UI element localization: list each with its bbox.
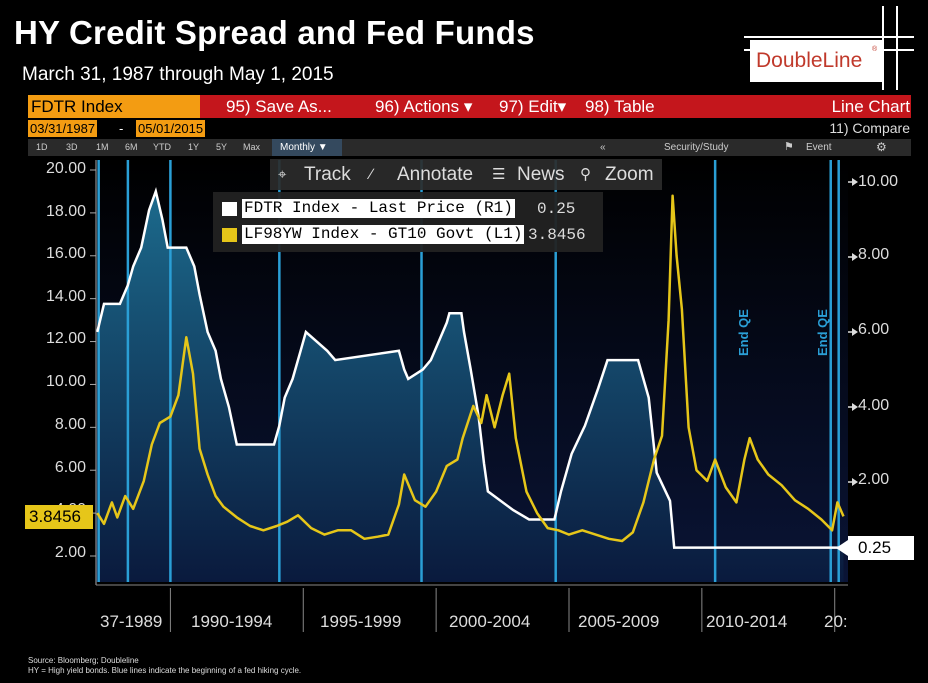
event-button[interactable]: Event bbox=[806, 142, 832, 153]
legend-swatch-hy bbox=[222, 228, 237, 242]
end-qe-label-2: End QE bbox=[815, 309, 830, 356]
source-footnote: Source: Bloomberg; Doubleline bbox=[28, 656, 139, 665]
x-tick-label: 1995-1999 bbox=[320, 612, 402, 631]
timeframe-6m[interactable]: 6M bbox=[125, 142, 138, 152]
edit-menu[interactable]: 97) Edit▾ bbox=[499, 97, 567, 116]
x-tick-label: 20: bbox=[824, 612, 848, 631]
timeframe-1y[interactable]: 1Y bbox=[188, 142, 200, 152]
logo-text: DoubleLine bbox=[756, 49, 863, 72]
timeframe-1m[interactable]: 1M bbox=[96, 142, 109, 152]
timeframe-3d[interactable]: 3D bbox=[66, 142, 78, 152]
settings-icon[interactable]: ⚙ bbox=[876, 140, 887, 154]
y-left-tick: 2.00 bbox=[54, 544, 86, 561]
fed-funds-area bbox=[97, 191, 844, 582]
end-qe-label-1: End QE bbox=[736, 309, 751, 356]
legend-value-fdtr: 0.25 bbox=[537, 200, 576, 218]
start-date-field[interactable]: 03/31/1987 bbox=[28, 120, 98, 137]
x-tick-label: 2000-2004 bbox=[449, 612, 531, 631]
timeframe-ytd[interactable]: YTD bbox=[153, 142, 171, 152]
y-right-tick: 2.00 bbox=[858, 471, 890, 488]
timeframe-bar bbox=[28, 139, 911, 156]
y-left-tick: 12.00 bbox=[45, 330, 86, 347]
y-left-tick: 18.00 bbox=[45, 203, 86, 220]
y-right-tick: 4.00 bbox=[858, 397, 890, 414]
y-left-tick: 16.00 bbox=[45, 245, 86, 262]
legend-value-hy: 3.8456 bbox=[528, 226, 586, 244]
x-tick-label: 37-1989 bbox=[100, 612, 163, 631]
legend-label-fdtr: FDTR Index - Last Price (R1) bbox=[242, 199, 515, 218]
legend-label-hy: LF98YW Index - GT10 Govt (L1) bbox=[242, 225, 525, 244]
logo-mark: ® bbox=[872, 46, 878, 53]
date-range-bar bbox=[28, 120, 911, 137]
y-left-tick: 10.00 bbox=[45, 373, 86, 390]
chart-type-label[interactable]: Line Chart bbox=[831, 97, 910, 116]
y-right-tick: 6.00 bbox=[858, 321, 890, 338]
y-left-tick: 20.00 bbox=[45, 160, 86, 177]
y-right-tick-arrow bbox=[852, 403, 858, 411]
collapse-icon[interactable]: « bbox=[600, 142, 606, 153]
zoom-icon[interactable]: ⚲ bbox=[580, 166, 591, 183]
y-right-tick: 10.00 bbox=[858, 173, 899, 190]
ticker-field[interactable]: FDTR Index bbox=[28, 95, 200, 118]
y-right-tick-arrow bbox=[852, 253, 858, 261]
timeframe-5y[interactable]: 5Y bbox=[216, 142, 228, 152]
compare-button[interactable]: 11) Compare bbox=[829, 120, 910, 136]
save-as-menu[interactable]: 95) Save As... bbox=[226, 97, 332, 116]
terminal-menu-bar bbox=[28, 95, 911, 118]
annotate-button[interactable]: Annotate bbox=[397, 164, 474, 185]
legend-swatch-fdtr bbox=[222, 202, 237, 216]
security-study-button[interactable]: Security/Study bbox=[664, 142, 729, 153]
date-separator: - bbox=[119, 121, 124, 136]
current-value-hy: 3.8456 bbox=[25, 505, 93, 529]
y-right-tick-arrow bbox=[852, 328, 858, 336]
flag-icon[interactable]: ⚑ bbox=[784, 141, 794, 153]
annotate-icon[interactable]: ∕ bbox=[370, 166, 373, 183]
zoom-button[interactable]: Zoom bbox=[605, 164, 654, 185]
timeframe-max[interactable]: Max bbox=[243, 142, 261, 152]
end-date-field[interactable]: 05/01/2015 bbox=[136, 120, 206, 137]
chart-title: HY Credit Spread and Fed Funds bbox=[14, 14, 535, 51]
doubleline-logo: DoubleLine ® bbox=[744, 6, 914, 90]
table-menu[interactable]: 98) Table bbox=[585, 97, 655, 116]
y-left-tick: 8.00 bbox=[54, 416, 86, 433]
x-tick-label: 1990-1994 bbox=[191, 612, 273, 631]
y-left-tick: 6.00 bbox=[54, 459, 86, 476]
news-button[interactable]: News bbox=[517, 164, 565, 185]
news-icon[interactable]: ☰ bbox=[492, 166, 506, 183]
y-right-tick: 8.00 bbox=[858, 246, 890, 263]
actions-menu[interactable]: 96) Actions ▾ bbox=[375, 97, 473, 116]
current-value-pointer bbox=[836, 540, 848, 556]
fed-funds-line bbox=[96, 186, 844, 549]
y-right-tick-arrow bbox=[852, 178, 858, 186]
y-left-tick: 14.00 bbox=[45, 288, 86, 305]
current-value-fdtr: 0.25 bbox=[848, 536, 914, 560]
x-tick-label: 2010-2014 bbox=[706, 612, 788, 631]
definition-footnote: HY = High yield bonds. Blue lines indica… bbox=[28, 666, 302, 675]
hy-spread-line bbox=[96, 194, 845, 543]
frequency-dropdown[interactable]: Monthly ▼ bbox=[272, 139, 342, 156]
x-tick-label: 2005-2009 bbox=[578, 612, 660, 631]
track-button[interactable]: Track bbox=[304, 164, 351, 185]
track-icon[interactable]: ⌖ bbox=[278, 166, 287, 183]
timeframe-1d[interactable]: 1D bbox=[36, 142, 48, 152]
chart-subtitle: March 31, 1987 through May 1, 2015 bbox=[22, 64, 334, 85]
chart-toolbar bbox=[270, 159, 662, 190]
y-right-tick-arrow bbox=[852, 478, 858, 486]
